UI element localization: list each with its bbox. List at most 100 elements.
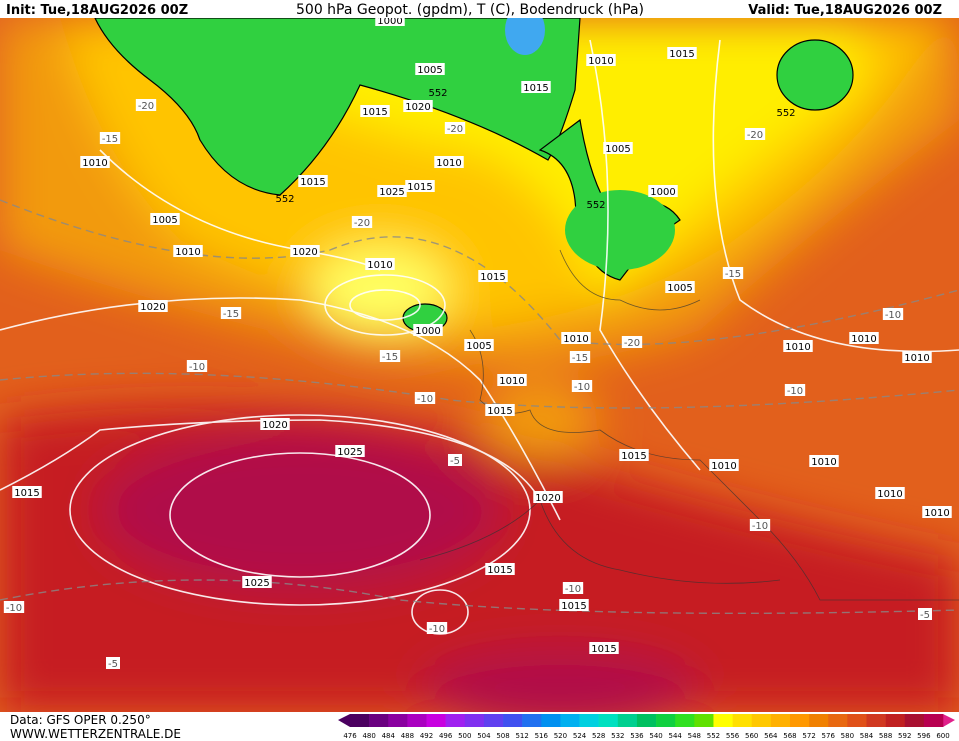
isobar-box xyxy=(413,324,443,336)
scale-label: 576 xyxy=(822,732,836,740)
isobar-box xyxy=(405,180,435,192)
isobar-label: 1010 xyxy=(849,332,879,345)
scale-swatch xyxy=(789,714,810,727)
temperature-value: -5 xyxy=(108,659,118,670)
scale-swatch xyxy=(656,714,676,727)
scale-label: 520 xyxy=(554,732,567,740)
isobar-label: 1005 xyxy=(415,63,445,76)
scale-swatch xyxy=(866,714,886,727)
temperature-box xyxy=(621,336,643,348)
isobar-box xyxy=(12,486,42,498)
isobar-value: 1010 xyxy=(367,260,392,271)
temperature-value: -10 xyxy=(574,382,590,393)
temperature-box xyxy=(135,99,157,111)
temperature-box xyxy=(571,380,593,392)
temperature-label: -10 xyxy=(784,384,806,397)
isobar-value: 1005 xyxy=(466,341,491,352)
scale-label: 596 xyxy=(917,732,931,740)
isobar-box xyxy=(242,576,272,588)
scale-label: 560 xyxy=(745,732,758,740)
isobar-value: 1015 xyxy=(561,601,586,612)
isobar-label: 1015 xyxy=(559,599,589,612)
isobar-value: 1010 xyxy=(175,247,200,258)
temperature-value: -15 xyxy=(725,269,741,280)
isobar-value: 1000 xyxy=(650,187,675,198)
scale-swatch xyxy=(675,714,695,727)
isobar-box xyxy=(335,445,365,457)
isobar-value: 1010 xyxy=(924,508,949,519)
scale-label: 540 xyxy=(649,732,662,740)
isobar-label: 1025 xyxy=(335,445,365,458)
scale-label: 588 xyxy=(879,732,892,740)
temperature-label: -10 xyxy=(749,519,771,532)
isobar-value: 1015 xyxy=(362,107,387,118)
isobar-label: 1020 xyxy=(290,245,320,258)
temperature-box xyxy=(106,657,120,669)
temperature-value: -15 xyxy=(572,353,588,364)
geopotential-label: 552 xyxy=(776,108,795,119)
map-title: 500 hPa Geopot. (gpdm), T (C), Bodendruc… xyxy=(296,2,644,18)
temperature-label: -15 xyxy=(220,307,242,320)
init-time: Init: Tue,18AUG2026 00Z xyxy=(6,3,188,18)
isobar-label: 1010 xyxy=(902,351,932,364)
isobar-box xyxy=(589,642,619,654)
scale-arrow-left xyxy=(338,714,350,727)
isobar-label: 1005 xyxy=(603,142,633,155)
isobar-label: 1015 xyxy=(485,563,515,576)
scale-swatch xyxy=(369,714,389,727)
isobar-value: 1005 xyxy=(667,283,692,294)
isobar-label: 1015 xyxy=(298,175,328,188)
geopotential-label: 552 xyxy=(428,88,447,99)
scale-swatch xyxy=(598,714,619,727)
isobar-box xyxy=(667,47,697,59)
isobar-box xyxy=(403,100,433,112)
scale-swatch xyxy=(579,714,599,727)
isobar-value: 1015 xyxy=(487,406,512,417)
scale-label: 536 xyxy=(630,732,644,740)
scale-label: 568 xyxy=(783,732,796,740)
isobar-value: 1010 xyxy=(851,334,876,345)
scale-label: 556 xyxy=(726,732,740,740)
isobar-value: 1015 xyxy=(669,49,694,60)
isobar-value: 1025 xyxy=(379,187,404,198)
scale-label: 500 xyxy=(458,732,471,740)
isobar-value: 1015 xyxy=(591,644,616,655)
scale-label: 496 xyxy=(439,732,453,740)
isobar-box xyxy=(260,418,290,430)
geopotential-value: 552 xyxy=(776,108,795,119)
isobar-value: 1005 xyxy=(152,215,177,226)
isobar-label: 1015 xyxy=(405,180,435,193)
temperature-box xyxy=(426,622,448,634)
isobar-box xyxy=(783,340,813,352)
isobar-box xyxy=(464,339,494,351)
temperature-value: -10 xyxy=(565,584,581,595)
isobar-label: 1010 xyxy=(80,156,110,169)
isobar-box xyxy=(709,459,739,471)
isobar-value: 1010 xyxy=(436,158,461,169)
scale-label: 548 xyxy=(688,732,701,740)
isobar-label: 1015 xyxy=(619,449,649,462)
isobar-box xyxy=(478,270,508,282)
isobar-box xyxy=(559,599,589,611)
isobar-value: 1015 xyxy=(621,451,646,462)
temperature-label: -5 xyxy=(918,608,932,621)
isobar-value: 1020 xyxy=(292,247,317,258)
isobar-value: 1010 xyxy=(785,342,810,353)
isobar-value: 1015 xyxy=(480,272,505,283)
isobar-box xyxy=(902,351,932,363)
isobar-value: 1000 xyxy=(377,16,402,27)
isobar-box xyxy=(298,175,328,187)
scale-swatch xyxy=(464,714,485,727)
isobar-value: 1000 xyxy=(415,326,440,337)
isobar-label: 1005 xyxy=(665,281,695,294)
isobar-box xyxy=(922,506,952,518)
scale-swatch xyxy=(904,714,925,727)
isobar-value: 1010 xyxy=(711,461,736,472)
isobar-box xyxy=(150,213,180,225)
temperature-label: -20 xyxy=(444,122,466,135)
geopotential-value: 552 xyxy=(275,194,294,205)
scale-label: 524 xyxy=(573,732,587,740)
isobar-value: 1015 xyxy=(14,488,39,499)
temperature-box xyxy=(784,384,806,396)
